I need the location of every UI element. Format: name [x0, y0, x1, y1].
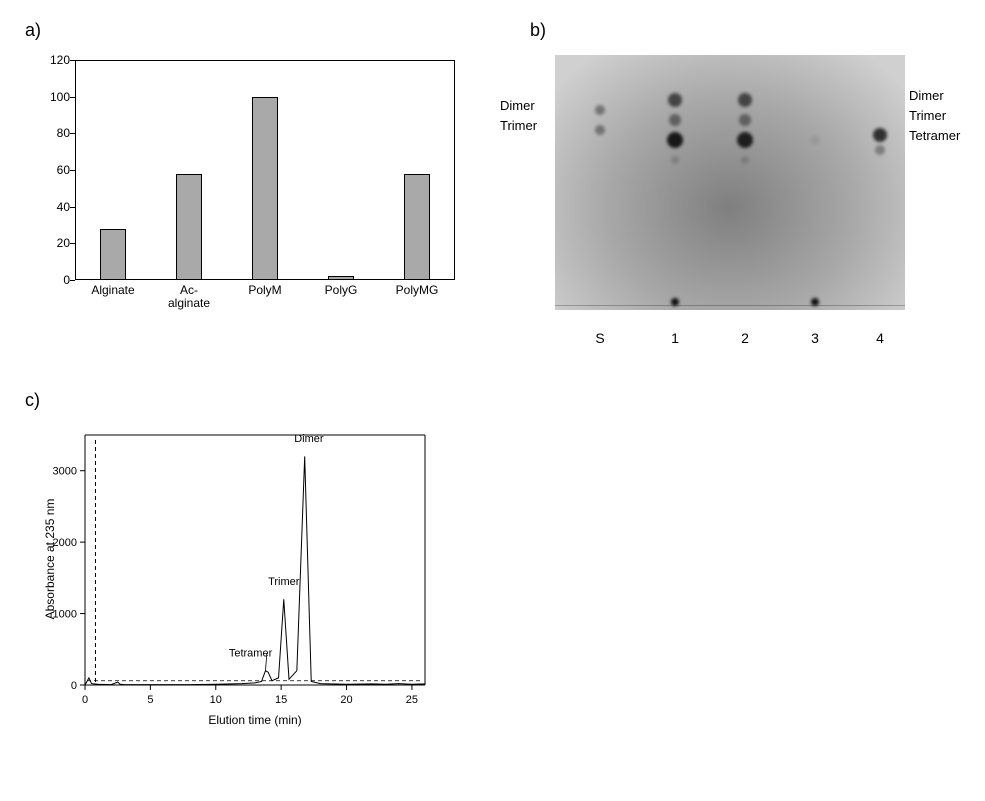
left-row-label: Trimer [500, 118, 537, 133]
svg-text:10: 10 [210, 694, 222, 706]
ytick-label: 120 [40, 53, 70, 67]
y-axis-label: Absorbance at 235 nm [43, 489, 57, 629]
svg-text:Tetramer: Tetramer [229, 647, 273, 659]
svg-text:Trimer: Trimer [268, 576, 300, 588]
bar [176, 174, 203, 280]
ytick-mark [70, 280, 75, 281]
panel-b-tlc: S 1 2 3 4 Dimer Trimer Dimer Trimer Tetramer [495, 50, 965, 350]
svg-text:20: 20 [340, 694, 352, 706]
tlc-spot [667, 132, 683, 148]
tlc-spot [741, 156, 749, 164]
panel-c-chromatogram: 05101520250100020003000TetramerTrimerDim… [25, 420, 465, 740]
lane-label: 1 [671, 330, 679, 346]
xtick-label: PolyM [248, 284, 281, 297]
ytick-mark [70, 170, 75, 171]
tlc-spot [811, 298, 819, 306]
xtick-label: Alginate [91, 284, 134, 297]
tlc-spot [737, 132, 753, 148]
ytick-label: 100 [40, 90, 70, 104]
figure-container: a) 020406080100120AlginateAc- alginatePo… [20, 20, 965, 781]
origin-line [555, 305, 905, 306]
tlc-spot [595, 105, 605, 115]
svg-text:3000: 3000 [53, 466, 77, 478]
ytick-mark [70, 60, 75, 61]
tlc-spot [873, 128, 887, 142]
bar [252, 97, 279, 280]
svg-text:5: 5 [147, 694, 153, 706]
bar [100, 229, 127, 280]
ytick-label: 40 [40, 200, 70, 214]
xtick-label: PolyG [325, 284, 358, 297]
tlc-spot [671, 156, 679, 164]
tlc-spot [739, 114, 751, 126]
bar [328, 276, 355, 280]
lane-label: 4 [876, 330, 884, 346]
right-row-label: Tetramer [909, 128, 960, 143]
panel-b-label: b) [530, 20, 546, 41]
ytick-mark [70, 243, 75, 244]
tlc-spot [875, 145, 885, 155]
lane-label: 3 [811, 330, 819, 346]
tlc-spot [810, 135, 820, 145]
svg-text:0: 0 [82, 694, 88, 706]
chromatogram-svg: 05101520250100020003000TetramerTrimerDim… [25, 420, 445, 735]
x-axis-label: Elution time (min) [195, 713, 315, 727]
svg-text:15: 15 [275, 694, 287, 706]
lane-label: S [595, 330, 604, 346]
ytick-label: 0 [40, 273, 70, 287]
xtick-label: Ac- alginate [168, 284, 210, 310]
ytick-mark [70, 133, 75, 134]
svg-text:25: 25 [406, 694, 418, 706]
lane-label: 2 [741, 330, 749, 346]
right-row-label: Trimer [909, 108, 946, 123]
tlc-spot [595, 125, 605, 135]
panel-a-label: a) [25, 20, 41, 41]
tlc-spot [668, 93, 682, 107]
panel-a-barchart: 0 20 40 60 80 100 120 Alginate Ac- alginate PolyM… [25, 50, 465, 320]
tlc-spot [669, 114, 681, 126]
left-row-label: Dimer [500, 98, 535, 113]
svg-text:0: 0 [71, 680, 77, 692]
panel-c-label: c) [25, 390, 40, 411]
tlc-plate [555, 55, 905, 310]
ytick-label: 80 [40, 126, 70, 140]
ytick-mark [70, 207, 75, 208]
ytick-label: 20 [40, 236, 70, 250]
bar [404, 174, 431, 280]
ytick-label: 60 [40, 163, 70, 177]
tlc-spot [671, 298, 679, 306]
right-row-label: Dimer [909, 88, 944, 103]
xtick-label: PolyMG [396, 284, 439, 297]
ytick-mark [70, 97, 75, 98]
tlc-spot [738, 93, 752, 107]
svg-text:Dimer: Dimer [294, 433, 324, 445]
